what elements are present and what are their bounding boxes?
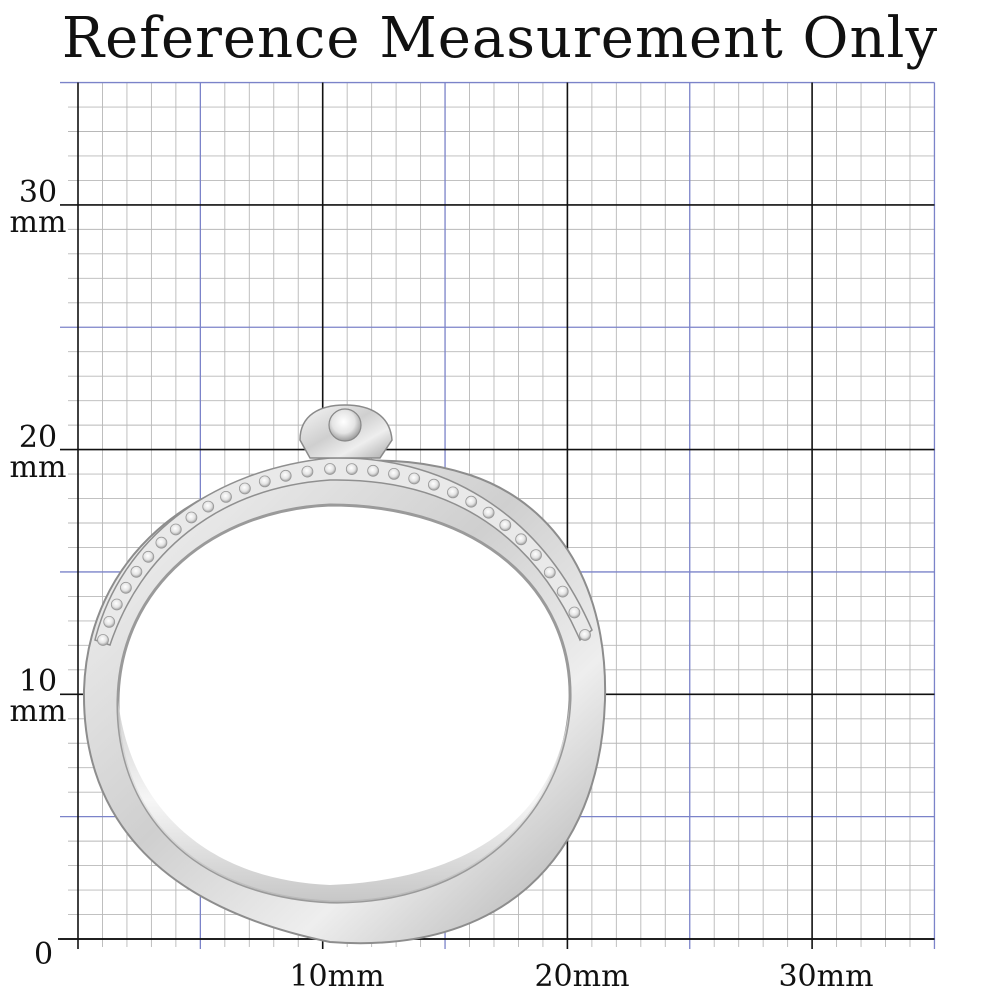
pave-stones [97, 463, 591, 646]
pave-stone [543, 566, 556, 579]
pave-stone [388, 467, 400, 480]
y-label-20-unit: mm [9, 450, 67, 485]
pave-stone [97, 634, 109, 646]
pave-stone [220, 490, 232, 503]
page-title: Reference Measurement Only [61, 6, 939, 71]
pave-stone [427, 478, 440, 491]
pave-stone [465, 495, 478, 508]
pave-stone [103, 616, 116, 628]
pave-stone [556, 585, 569, 598]
pave-stone [110, 598, 123, 611]
y-label-30: 30 mm [2, 178, 74, 238]
pave-stone [568, 606, 581, 619]
pave-stone [120, 581, 132, 594]
pave-stone [499, 519, 512, 532]
y-label-10: 10 mm [2, 667, 74, 727]
pave-stone [279, 469, 292, 482]
pave-stone [530, 549, 542, 561]
origin-label: 0 [34, 937, 54, 972]
x-label-30mm: 30mm [778, 959, 874, 994]
y-label-20-value: 20 [18, 420, 58, 455]
ring-image [82, 404, 607, 945]
pave-stone [408, 472, 421, 485]
y-label-30-value: 30 [18, 175, 58, 210]
x-label-20mm: 20mm [534, 959, 630, 994]
pave-stone [142, 550, 155, 563]
pave-stone [238, 482, 251, 495]
pave-stone [446, 486, 459, 499]
y-label-20: 20 mm [2, 423, 74, 483]
pave-stone [515, 533, 527, 546]
y-label-10-value: 10 [18, 664, 58, 699]
y-label-30-unit: mm [9, 205, 67, 240]
pave-stone [169, 523, 182, 536]
pave-stone [202, 500, 215, 513]
pave-stone [367, 464, 380, 477]
pave-stone [258, 475, 271, 488]
center-stone [328, 408, 362, 442]
pave-stone [482, 506, 495, 519]
y-label-10-unit: mm [9, 694, 67, 729]
pave-stone [324, 463, 336, 475]
pave-stone [130, 565, 143, 578]
pave-stone [301, 465, 314, 478]
pave-stone [155, 536, 168, 549]
pave-stone [185, 511, 198, 524]
pave-stone [345, 463, 358, 476]
x-label-10mm: 10mm [289, 959, 385, 994]
pave-stone [579, 629, 591, 641]
